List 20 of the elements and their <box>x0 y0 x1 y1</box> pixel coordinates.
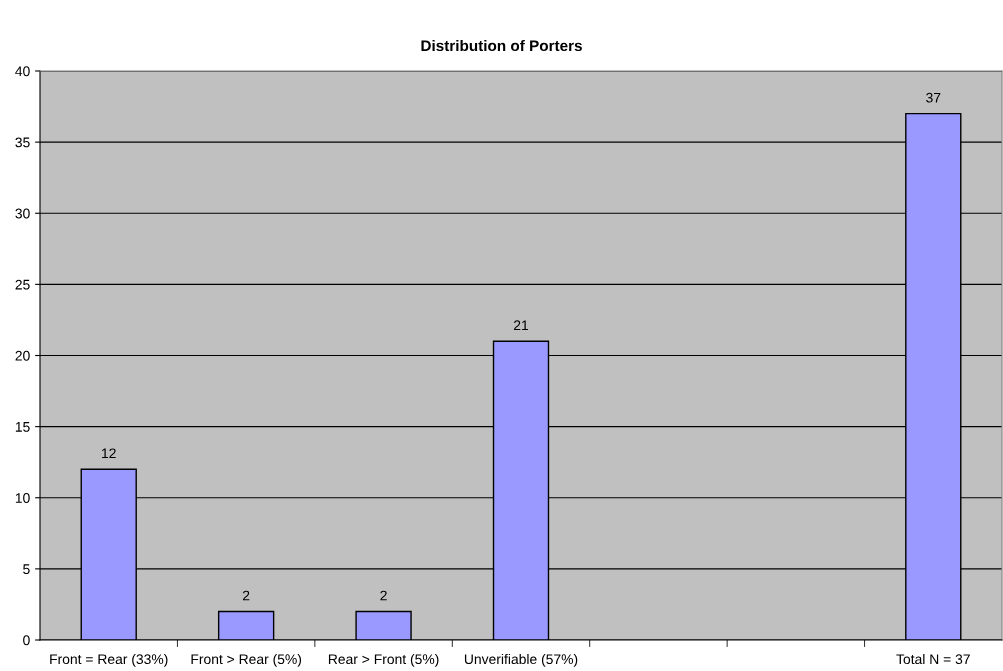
data-label: 2 <box>242 590 250 601</box>
y-tick-label: 20 <box>15 350 30 361</box>
y-tick-label: 25 <box>15 279 30 290</box>
x-tick-label: Front = Rear (33%) <box>50 653 168 667</box>
data-label: 12 <box>102 448 116 459</box>
x-tick-label: Rear > Front (5%) <box>328 653 439 667</box>
y-tick-label: 10 <box>15 493 30 503</box>
data-label: 21 <box>513 320 529 331</box>
data-label: 2 <box>380 590 387 601</box>
data-label: 37 <box>926 92 941 103</box>
y-tick-label: 0 <box>23 635 30 646</box>
y-tick-label: 15 <box>15 422 30 432</box>
y-tick-label: 40 <box>15 66 30 77</box>
y-tick-label: 35 <box>15 137 30 148</box>
x-tick-label: Total N = 37 <box>896 653 970 665</box>
y-tick-label: 5 <box>23 564 30 575</box>
x-tick-label: Unverifiable (57%) <box>464 653 578 667</box>
x-tick-label: Front > Rear (5%) <box>191 653 302 667</box>
y-tick-label: 30 <box>15 208 30 219</box>
chart-title: Distribution of Porters <box>421 39 582 52</box>
